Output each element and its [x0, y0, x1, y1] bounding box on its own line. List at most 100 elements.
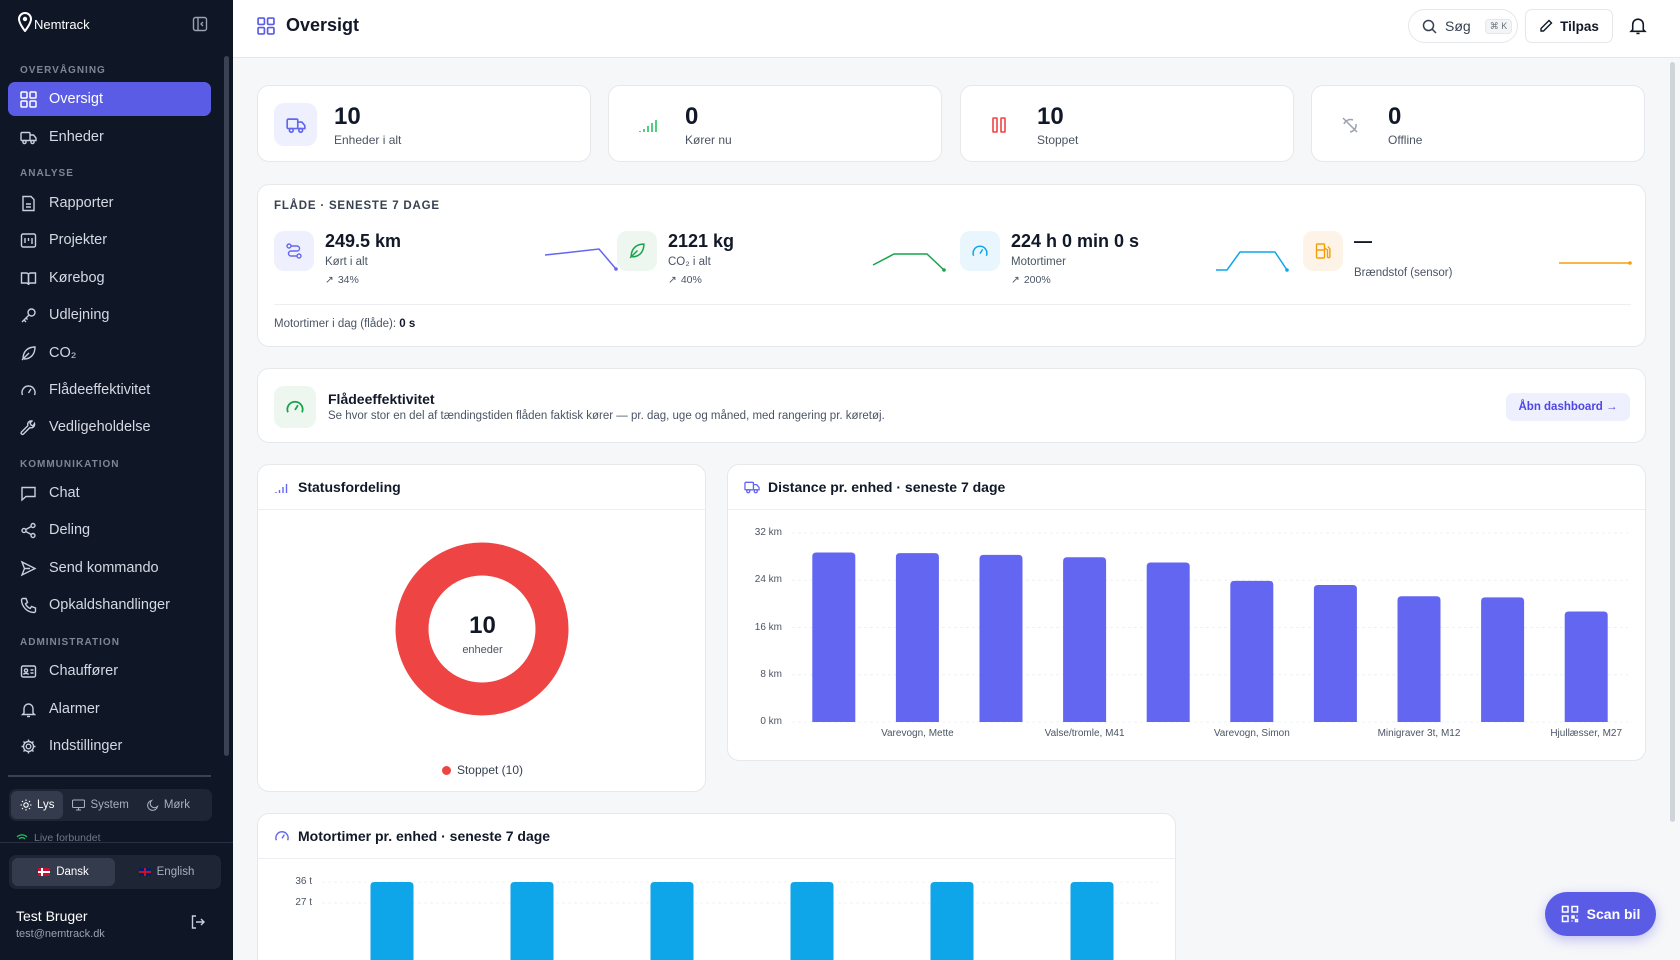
offline-icon	[1341, 116, 1358, 133]
truck-icon	[20, 131, 37, 144]
x-tick-label: Hjullæsser, M27	[1550, 728, 1623, 739]
stat-icon-box	[977, 103, 1020, 146]
stat-label: Offline	[1388, 133, 1423, 147]
theme-option-light[interactable]: Lys	[11, 791, 64, 819]
metric-trend-value: 34%	[337, 274, 359, 286]
theme-option-system[interactable]: System	[63, 791, 137, 819]
monitor-icon	[72, 799, 86, 811]
pause-icon	[991, 116, 1006, 133]
sidebar-item-flaadeeffektivitet[interactable]: Flådeeffektivitet	[8, 373, 211, 407]
sidebar-item-chat[interactable]: Chat	[8, 476, 211, 510]
search-shortcut: ⌘ K	[1484, 18, 1513, 34]
bar	[510, 882, 554, 960]
x-tick-label: Varevogn, Simon	[1213, 728, 1290, 739]
search-button[interactable]: Søg ⌘ K	[1408, 9, 1518, 43]
metric-trend: ↗ 34%	[325, 274, 359, 286]
sidebar-item-label: Opkaldshandlinger	[49, 597, 170, 613]
language-option-danish[interactable]: Dansk	[12, 858, 115, 886]
customize-button[interactable]: Tilpas	[1525, 9, 1613, 43]
sidebar-item-indstillinger[interactable]: Indstillinger	[8, 729, 211, 763]
section-label-communication: KOMMUNIKATION	[20, 459, 120, 470]
sidebar-item-label: Chat	[49, 485, 80, 501]
sidebar-item-label: Indstillinger	[49, 738, 123, 754]
panel-header: Distance pr. enhed · seneste 7 dage	[728, 465, 1645, 510]
x-tick-label: Minigraver 3t, M12	[1377, 728, 1461, 739]
status-donut-chart	[395, 542, 569, 716]
bar	[790, 882, 834, 960]
notification-bell-icon[interactable]	[1629, 16, 1647, 35]
language-option-label: English	[156, 866, 195, 878]
sidebar-item-alarmer[interactable]: Alarmer	[8, 692, 211, 726]
stat-card-stopped[interactable]: 10 Stoppet	[960, 85, 1294, 162]
logout-icon[interactable]	[190, 914, 206, 930]
search-label: Søg	[1445, 18, 1471, 34]
scan-vehicle-button[interactable]: Scan bil	[1545, 892, 1656, 936]
sidebar-item-label: Udlejning	[49, 307, 110, 323]
moon-icon	[146, 799, 159, 811]
brand-name: Nemtrack	[34, 17, 90, 32]
open-dashboard-button[interactable]: Åbn dashboard →	[1506, 393, 1630, 421]
theme-option-label: Lys	[37, 799, 55, 811]
fleet-engine-hours-today: Motortimer i dag (flåde): 0 s	[274, 318, 415, 330]
dashboard-icon	[20, 90, 37, 108]
stat-label: Stoppet	[1037, 133, 1079, 147]
user-name: Test Bruger	[16, 908, 88, 924]
language-option-label: Dansk	[56, 866, 89, 878]
footer-label: Motortimer i dag (flåde):	[274, 318, 397, 330]
stat-card-offline[interactable]: 0 Offline	[1311, 85, 1645, 162]
metric-icon-box	[617, 231, 657, 271]
sidebar-item-opkaldshandlinger[interactable]: Opkaldshandlinger	[8, 588, 211, 622]
metric-icon-box	[1303, 231, 1343, 271]
sidebar-footer: Dansk English Test Bruger test@nemtrack.…	[0, 842, 233, 960]
donut-center-value: 10	[469, 612, 496, 639]
distance-per-unit-panel: Distance pr. enhed · seneste 7 dage 32 k…	[727, 464, 1646, 761]
stat-card-driving[interactable]: 0 Kører nu	[608, 85, 942, 162]
bar	[1397, 596, 1441, 722]
efficiency-subtitle: Se hvor stor en del af tændingstiden flå…	[328, 410, 885, 422]
sidebar-item-udlejning[interactable]: Udlejning	[8, 298, 211, 332]
metric-icon-box	[960, 231, 1000, 271]
sidebar-item-send-kommando[interactable]: Send kommando	[8, 551, 211, 585]
phone-icon	[20, 597, 37, 613]
efficiency-card: Flådeeffektivitet Se hvor stor en del af…	[257, 368, 1646, 443]
sidebar-item-deling[interactable]: Deling	[8, 513, 211, 547]
sidebar-item-oversigt[interactable]: Oversigt	[8, 82, 211, 116]
signal-icon	[275, 484, 288, 493]
dashboard-icon	[257, 17, 275, 35]
sidebar-item-co2[interactable]: CO₂	[8, 336, 211, 370]
brand-logo[interactable]: Nemtrack	[18, 12, 90, 32]
bar	[1564, 611, 1608, 722]
y-tick-label: 27 t	[295, 897, 312, 908]
trend-up-icon: ↗	[668, 274, 677, 286]
send-icon	[20, 560, 37, 576]
fleet-metric-engine-hours: 224 h 0 min 0 s Motortimer ↗ 200%	[960, 231, 1300, 291]
sidebar-item-vedligeholdelse[interactable]: Vedligeholdelse	[8, 410, 211, 444]
language-option-english[interactable]: English	[115, 858, 218, 886]
search-icon	[1422, 19, 1437, 34]
sidebar-collapse-icon[interactable]	[192, 16, 208, 32]
sidebar-scrollbar[interactable]	[224, 56, 229, 756]
project-icon	[20, 232, 37, 248]
main-scrollbar[interactable]	[1670, 62, 1675, 822]
metric-trend: ↗ 40%	[668, 274, 702, 286]
sidebar-item-chauffoerer[interactable]: Chauffører	[8, 654, 211, 688]
theme-option-dark[interactable]: Mørk	[138, 791, 199, 819]
distance-bar-chart	[792, 532, 1628, 723]
metric-value: 2121 kg	[668, 231, 735, 251]
gauge-icon	[286, 400, 304, 413]
bar	[1070, 882, 1114, 960]
sidebar-item-label: Send kommando	[49, 560, 159, 576]
sidebar-item-korebog[interactable]: Kørebog	[8, 261, 211, 295]
truck-icon	[744, 481, 760, 494]
stat-card-total[interactable]: 10 Enheder i alt	[257, 85, 591, 162]
scan-button-label: Scan bil	[1586, 906, 1641, 922]
theme-option-label: Mørk	[163, 799, 191, 811]
sidebar-item-enheder[interactable]: Enheder	[8, 120, 211, 154]
bar	[370, 882, 414, 960]
qr-code-icon	[1561, 905, 1578, 923]
legend-label: Stoppet (10)	[456, 763, 524, 777]
sidebar-item-rapporter[interactable]: Rapporter	[8, 186, 211, 220]
y-tick-label: 0 km	[760, 716, 782, 727]
sidebar-item-projekter[interactable]: Projekter	[8, 223, 211, 257]
bar	[1313, 584, 1357, 722]
